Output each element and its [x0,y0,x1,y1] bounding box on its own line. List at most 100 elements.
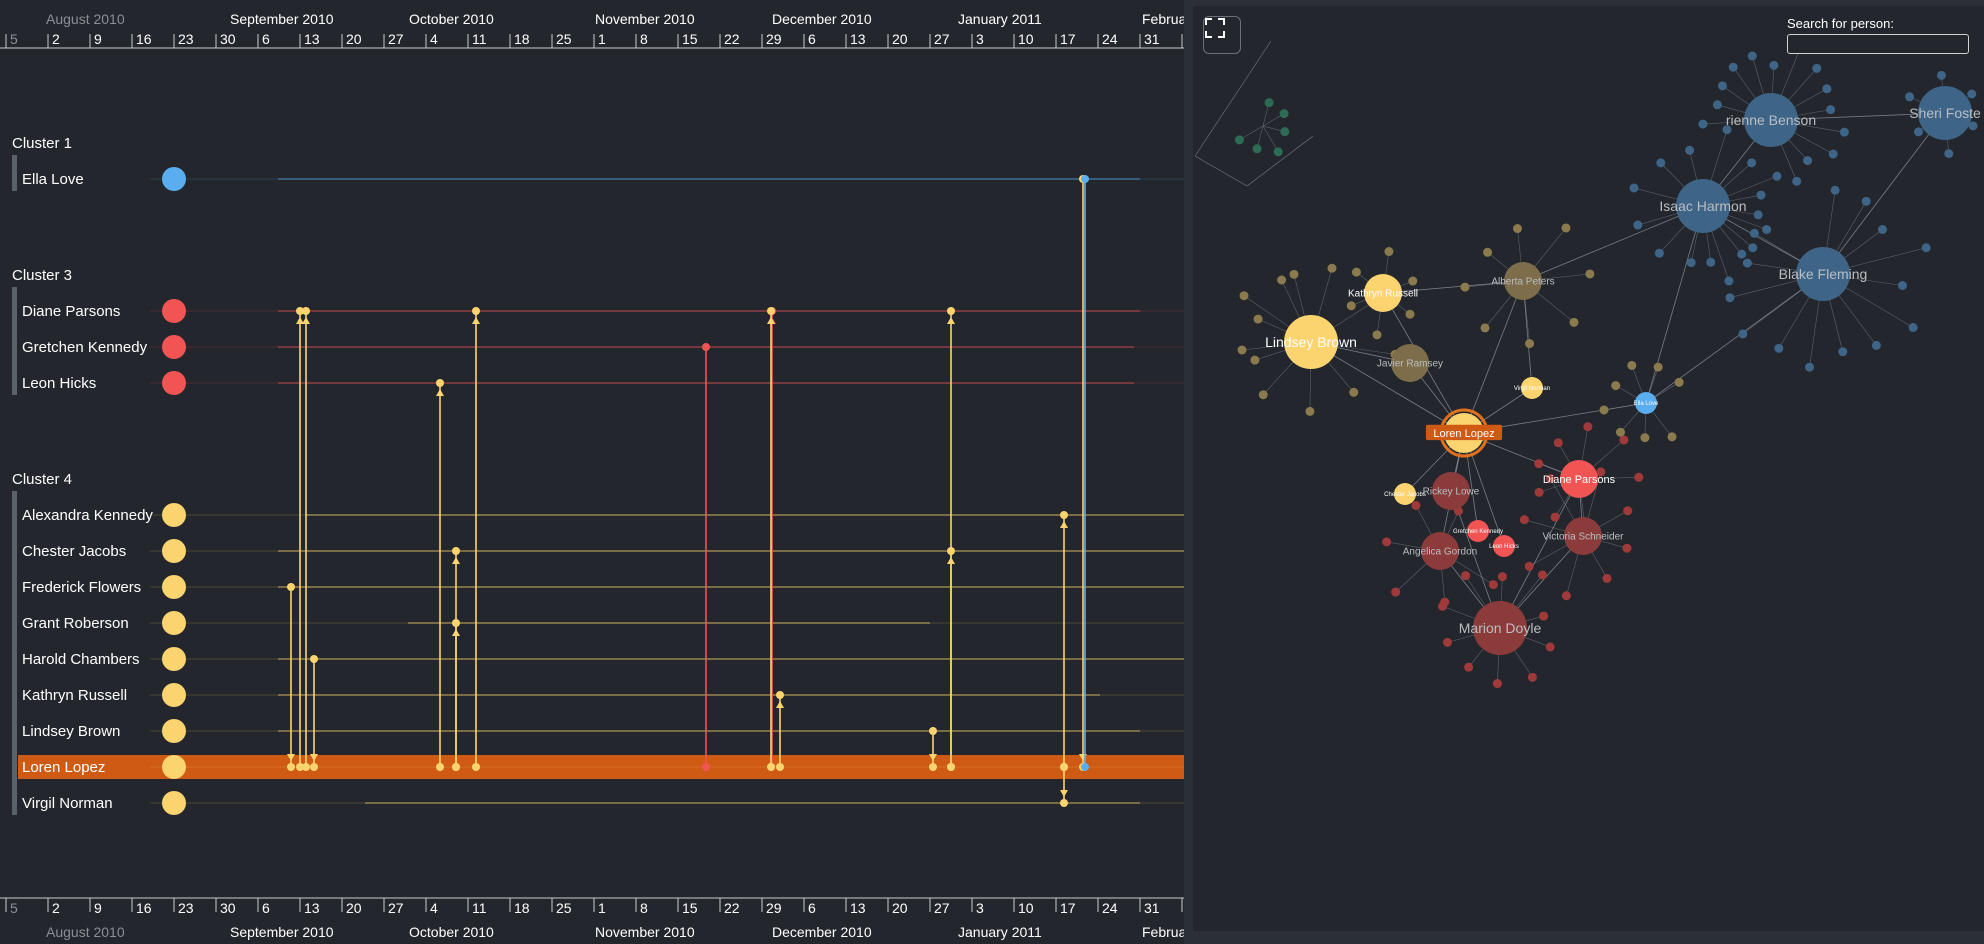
person-label: Alexandra Kennedy [22,507,153,524]
timeline-chart[interactable]: 5 2 9 16 23 30 6 13 20 27 4 11 18 25 1 8 15 22 29 6 13 20 27 3 1… [0,0,1184,944]
network-minor-node [1534,487,1544,497]
top-day-label: 17 [1060,31,1076,47]
network-minor-node [1250,355,1260,365]
person-node [162,299,186,323]
top-day-label: 8 [640,31,648,47]
network-minor-node [1805,362,1815,372]
timeline-panel[interactable]: 5 2 9 16 23 30 6 13 20 27 4 11 18 25 1 8 15 22 29 6 13 20 27 3 1… [0,0,1184,944]
top-day-label: 25 [556,31,572,47]
network-minor-node [1405,309,1415,319]
search-box: Search for person: [1787,16,1969,54]
top-day-label: 10 [1018,31,1034,47]
network-node-label: Chester Jacobs [1384,492,1426,498]
network-minor-node [1253,314,1263,324]
top-day-label: 1 [598,31,606,47]
search-input[interactable] [1787,34,1969,54]
network-nodes: rienne Benson Sheri Foste Isaac Harmon Blak… [1234,44,1981,689]
network-graph[interactable]: rienne Benson Sheri Foste Isaac Harmon Blak… [1193,6,1984,931]
network-node-label: Victoria Schneider [1543,532,1625,543]
network-edge [1645,273,1824,404]
network-minor-node [1623,506,1633,516]
bottom-day-label: 1 [598,900,606,916]
network-node-label: Rickey Lowe [1423,487,1480,498]
network-minor-node [1685,145,1695,155]
network-minor-node [1753,210,1763,220]
network-minor-node [1234,135,1244,145]
network-minor-node [1599,405,1609,415]
person-node [162,611,186,635]
bottom-day-label: 22 [724,900,740,916]
network-minor-node [1826,105,1836,115]
link-endpoint [776,763,784,771]
bottom-day-label: 27 [388,900,404,916]
network-minor-node [1569,317,1579,327]
network-node-label: Blake Fleming [1779,266,1868,282]
top-day-label: 20 [892,31,908,47]
network-minor-node [1346,301,1356,311]
network-minor-node [1698,119,1708,129]
cluster-label: Cluster 3 [12,267,72,284]
network-edge [1194,155,1248,187]
top-month-label: August 2010 [46,11,125,27]
network-minor-node [1738,329,1748,339]
network-minor-node [1289,269,1299,279]
bottom-day-label: 17 [1060,900,1076,916]
network-node [1560,460,1598,498]
arrow-up-icon [1060,521,1068,528]
network-minor-node [1822,84,1832,94]
network-minor-node [1674,377,1684,387]
network-minor-node [1633,220,1643,230]
link-endpoint [1081,175,1089,183]
search-label: Search for person: [1787,16,1894,31]
network-minor-node [1583,422,1593,432]
network-minor-node [1488,580,1498,590]
network-minor-node [1747,158,1757,168]
network-minor-node [1596,467,1606,477]
network-minor-node [1273,147,1283,157]
top-month-label: October 2010 [409,11,494,27]
arrow-up-icon [452,557,460,564]
network-minor-node [1351,267,1361,277]
network-edge [1382,280,1524,294]
link-endpoint [296,763,304,771]
network-minor-node [1483,247,1493,257]
network-minor-node [1908,323,1918,333]
arrow-up-icon [472,317,480,324]
network-node [1504,262,1542,300]
network-minor-node [1280,127,1290,137]
link-endpoint [436,379,444,387]
fullscreen-button[interactable] [1203,16,1241,54]
network-minor-node [1461,571,1471,581]
arrow-up-icon [302,317,310,324]
bottom-month-label: November 2010 [595,924,695,940]
network-minor-node [1252,144,1262,154]
network-edge [1262,125,1279,153]
network-minor-node [1839,127,1849,137]
network-node-label: Virgil Norman [1514,386,1550,392]
network-minor-node [1550,512,1560,522]
arrow-up-icon [452,629,460,636]
bottom-day-label: 13 [304,900,320,916]
bottom-day-label: 3 [976,900,984,916]
network-minor-node [1905,92,1915,102]
person-node [162,335,186,359]
network-minor-node [1629,183,1639,193]
network-minor-node [1524,561,1534,571]
network-panel[interactable]: rienne Benson Sheri Foste Isaac Harmon Blak… [1193,6,1984,931]
network-node-label: Diane Parsons [1543,474,1616,486]
network-minor-node [1497,572,1507,582]
top-month-label: January 2011 [958,11,1042,27]
person-node [162,791,186,815]
person-label: Frederick Flowers [22,579,141,596]
network-node-label: Marion Doyle [1459,620,1542,636]
network-node [1467,520,1489,542]
bottom-day-label: 30 [220,900,236,916]
network-minor-node [1877,225,1887,235]
network-node-label: rienne Benson [1726,112,1816,128]
top-day-label: 6 [262,31,270,47]
link-endpoint [1060,763,1068,771]
bottom-day-label: 23 [178,900,194,916]
network-minor-node [1756,190,1766,200]
network-minor-node [1792,176,1802,186]
network-minor-node [1667,432,1677,442]
